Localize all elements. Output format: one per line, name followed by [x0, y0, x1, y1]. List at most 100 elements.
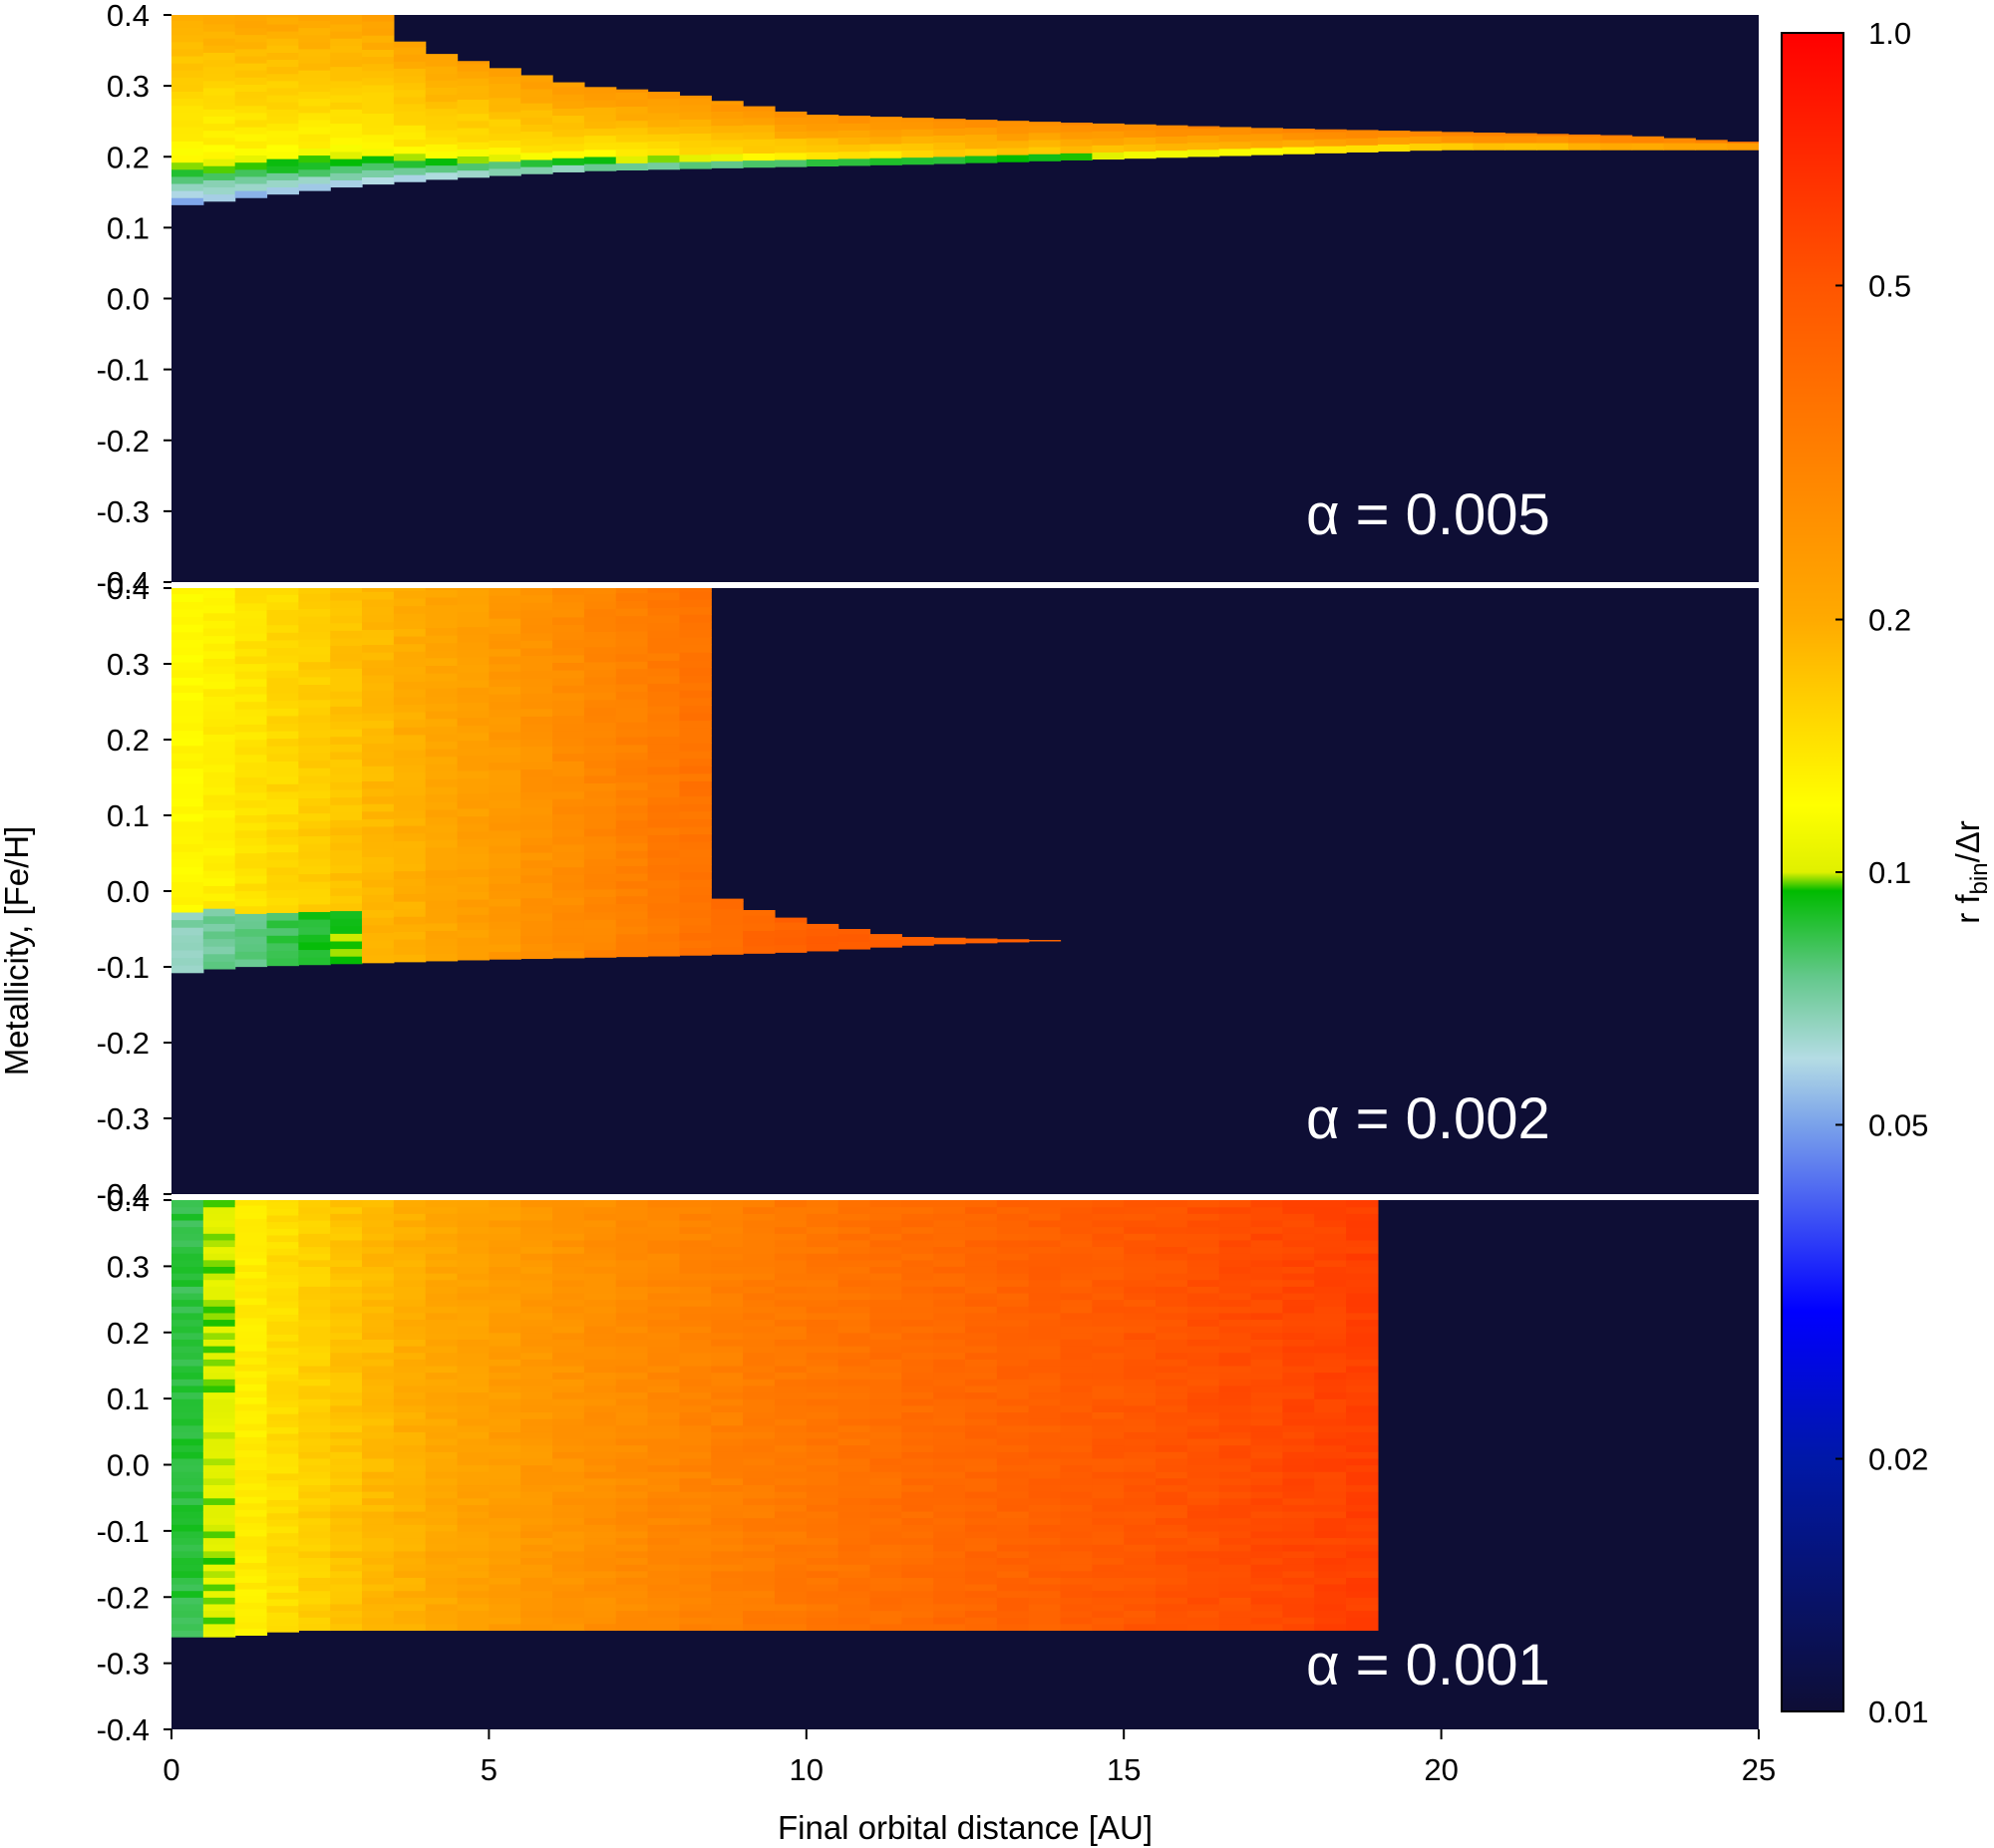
heatmap-cell [1567, 134, 1601, 137]
heatmap-cell [266, 1486, 299, 1494]
colorbar-label-tail: /Δr [1949, 820, 1986, 862]
heatmap-cell [330, 706, 363, 715]
heatmap-cell [1156, 1444, 1188, 1452]
heatmap-cell [171, 161, 204, 170]
heatmap-cell [330, 1379, 363, 1386]
heatmap-cell [362, 49, 395, 58]
heatmap-cell [583, 608, 617, 617]
heatmap-cell [965, 1239, 998, 1248]
heatmap-cell [202, 908, 236, 917]
heatmap-cell [489, 799, 521, 808]
heatmap-cell [457, 1610, 490, 1618]
heatmap-cell [552, 1200, 585, 1208]
heatmap-cell [457, 725, 490, 734]
heatmap-cell [679, 598, 712, 608]
heatmap-cell [869, 1411, 902, 1419]
heatmap-cell [234, 958, 268, 968]
heatmap-cell [202, 116, 236, 125]
heatmap-cell [1599, 135, 1633, 137]
heatmap-cell [234, 1264, 268, 1272]
heatmap-cell [647, 940, 681, 949]
heatmap-cell [489, 1583, 521, 1592]
heatmap-cell [711, 1583, 744, 1592]
heatmap-cell [647, 683, 681, 692]
heatmap-cell [298, 1491, 331, 1499]
heatmap-cell [806, 1391, 839, 1399]
heatmap-cell [425, 922, 459, 932]
heatmap-cell [743, 1266, 776, 1274]
heatmap-cell [171, 646, 204, 656]
heatmap-cell [171, 1524, 204, 1532]
heatmap-cell [1346, 1372, 1379, 1380]
heatmap-cell [1282, 1266, 1315, 1274]
heatmap-cell [330, 1306, 363, 1314]
heatmap-cell [1124, 1603, 1157, 1612]
heatmap-cell [615, 1299, 649, 1307]
heatmap-cell [679, 1484, 712, 1492]
heatmap-cell [901, 1233, 934, 1241]
heatmap-cell [298, 1570, 331, 1578]
heatmap-cell [647, 588, 681, 593]
heatmap-cell [837, 1206, 871, 1214]
heatmap-cell [330, 1273, 363, 1281]
heatmap-cell [679, 848, 712, 857]
heatmap-cell [171, 1623, 204, 1632]
heatmap-cell [489, 1306, 521, 1314]
heatmap-cell [965, 1246, 998, 1254]
heatmap-cell [1346, 1537, 1379, 1545]
heatmap-cell [1156, 1372, 1188, 1380]
heatmap-cell [171, 1457, 204, 1466]
heatmap-cell [234, 112, 268, 121]
heatmap-cell [425, 1239, 459, 1248]
heatmap-cell [1282, 1292, 1315, 1301]
heatmap-cell [647, 127, 681, 135]
heatmap-cell [996, 1385, 1030, 1393]
heatmap-cell [234, 41, 268, 50]
heatmap-cell [996, 939, 1030, 943]
heatmap-cell [901, 1411, 934, 1419]
heatmap-cell [234, 882, 268, 892]
heatmap-cell [1124, 1398, 1157, 1406]
heatmap-cell [711, 1517, 744, 1525]
heatmap-cell [520, 166, 553, 174]
heatmap-cell [330, 804, 363, 813]
heatmap-cell [266, 935, 299, 944]
heatmap-cell [1092, 1299, 1125, 1307]
heatmap-cell [615, 630, 649, 639]
heatmap-cell [234, 134, 268, 142]
heatmap-cell [171, 1319, 204, 1327]
heatmap-cell [362, 1326, 395, 1334]
heatmap-cell [1314, 1219, 1347, 1228]
heatmap-cell [393, 1517, 427, 1525]
heatmap-cell [1282, 1497, 1315, 1505]
heatmap-cell [1282, 1504, 1315, 1512]
heatmap-cell [1282, 1398, 1315, 1406]
heatmap-cell [965, 1266, 998, 1274]
heatmap-cell [679, 947, 712, 956]
heatmap-cell [1028, 1365, 1062, 1374]
heatmap-cell [1314, 1319, 1347, 1327]
heatmap-cell [647, 1504, 681, 1512]
heatmap-cell [234, 1351, 268, 1359]
heatmap-cell [425, 1537, 459, 1545]
heatmap-cell [711, 1437, 744, 1446]
heatmap-cell [330, 1570, 363, 1578]
heatmap-cell [1314, 1577, 1347, 1585]
heatmap-cell [837, 1418, 871, 1426]
heatmap-cell [806, 1273, 839, 1281]
heatmap-cell [520, 1590, 553, 1598]
heatmap-cell [520, 663, 553, 672]
heatmap-cell [457, 1550, 490, 1559]
heatmap-cell [583, 1259, 617, 1267]
heatmap-cell [234, 762, 268, 770]
heatmap-cell [362, 909, 395, 918]
heatmap-cell [711, 1213, 744, 1221]
heatmap-cell [520, 890, 553, 899]
heatmap-cell [425, 846, 459, 856]
heatmap-cell [1060, 1570, 1093, 1578]
heatmap-cell [679, 1273, 712, 1281]
heatmap-cell [837, 151, 871, 159]
colorbar-ticks: 1.00.50.20.10.050.020.01 [1835, 16, 1928, 1729]
heatmap-cell [1567, 135, 1601, 144]
heatmap-cell [330, 637, 363, 647]
